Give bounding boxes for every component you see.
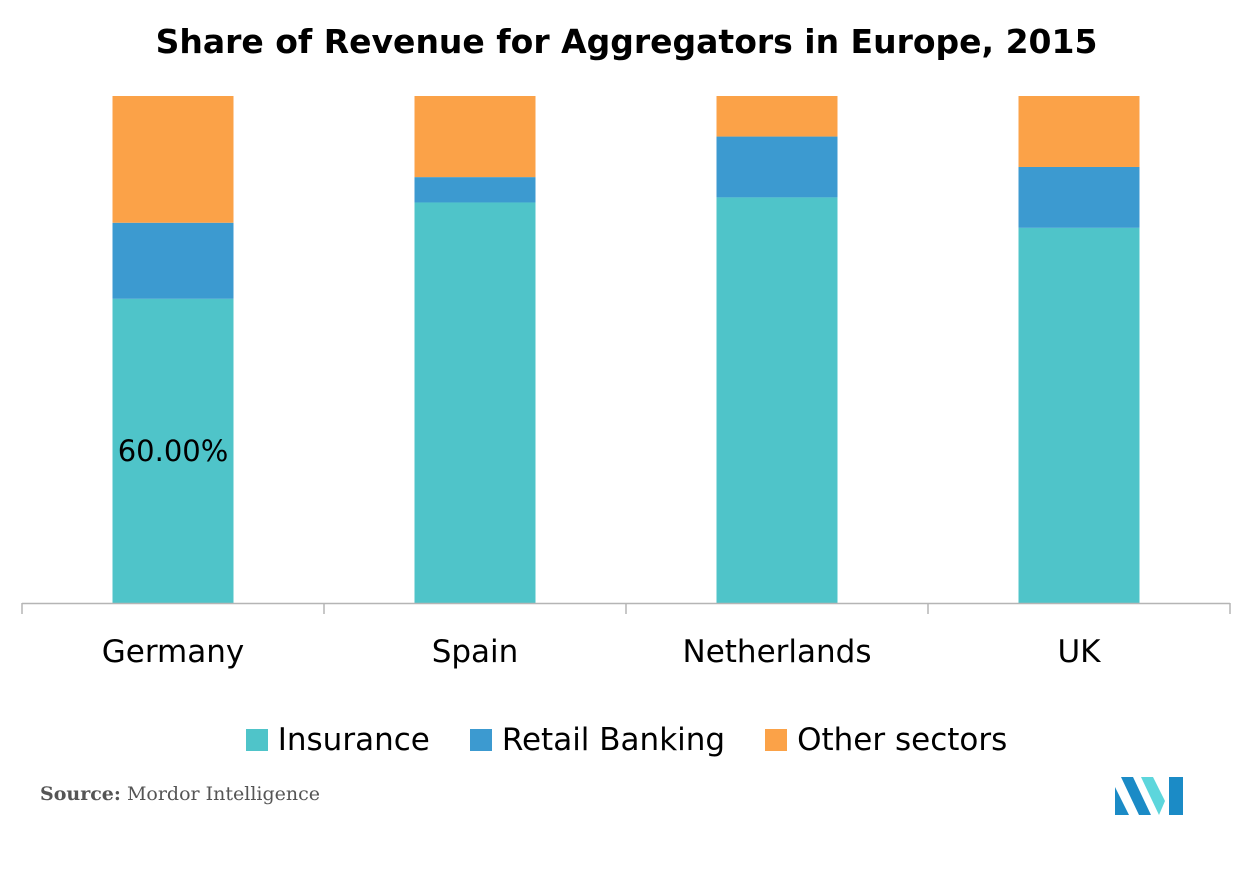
bar-netherlands-retail-banking [716, 136, 838, 198]
x-tick-label-germany: Germany [102, 634, 244, 670]
legend-swatch-insurance [245, 729, 268, 751]
bar-uk-other-sectors [1018, 96, 1140, 167]
legend-label-other-sectors: Other sectors [797, 722, 1008, 758]
legend-item-retail-banking: Retail Banking [469, 722, 726, 758]
bar-spain-other-sectors [414, 96, 536, 178]
bar-uk-retail-banking [1018, 166, 1140, 228]
bar-netherlands-other-sectors [716, 96, 838, 137]
data-label-germany-insurance: 60.00% [118, 434, 229, 468]
bar-uk-insurance [1018, 227, 1140, 603]
plot-area: Germany Spain Netherlands UK 60.00% [21, 96, 1231, 670]
legend-item-other-sectors: Other sectors [765, 722, 1007, 758]
legend-label-retail-banking: Retail Banking [501, 722, 726, 758]
legend-item-insurance: Insurance [245, 722, 430, 758]
x-tick-label-spain: Spain [432, 634, 519, 670]
source-note: Source: Mordor Intelligence [40, 783, 320, 805]
bar-germany-retail-banking [112, 222, 234, 299]
bar-netherlands-insurance [716, 197, 838, 603]
chart-title: Share of Revenue for Aggregators in Euro… [155, 22, 1098, 61]
bar-germany-insurance [112, 298, 234, 603]
bar-germany-other-sectors [112, 96, 234, 223]
bar-spain-retail-banking [414, 177, 536, 203]
legend-swatch-retail-banking [469, 729, 492, 751]
bar-spain-insurance [414, 202, 536, 603]
legend-swatch-other-sectors [765, 729, 788, 751]
mordor-intelligence-logo-icon [1115, 777, 1183, 815]
source-prefix: Source: [40, 783, 121, 805]
source-text: Mordor Intelligence [126, 783, 321, 805]
x-tick-label-netherlands: Netherlands [683, 634, 872, 670]
legend-label-insurance: Insurance [277, 722, 430, 758]
x-tick-label-uk: UK [1057, 634, 1101, 670]
legend: Insurance Retail Banking Other sectors [0, 722, 1253, 758]
